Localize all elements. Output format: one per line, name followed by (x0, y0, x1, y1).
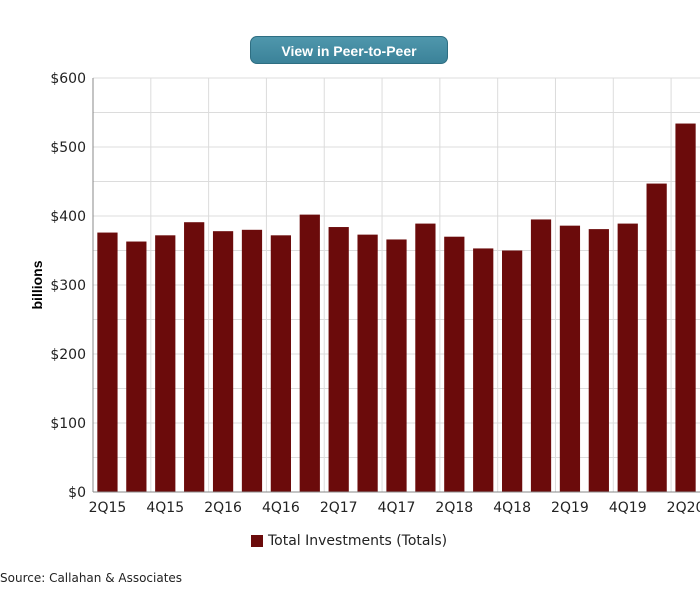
y-tick-label: $100 (50, 416, 86, 432)
y-axis-label: billions (29, 260, 45, 309)
legend-label: Total Investments (Totals) (267, 533, 447, 549)
x-tick-labels: 2Q15 4Q15 2Q16 4Q16 2Q17 4Q17 2Q18 4Q18 2Q19 4Q19… (89, 500, 700, 516)
bar-2Q20 (675, 123, 696, 492)
source-note: Source: Callahan & Associates (0, 571, 183, 585)
x-tick-label: 4Q16 (262, 500, 300, 516)
y-tick-label: $500 (50, 140, 86, 156)
bar-1Q17 (299, 214, 320, 492)
bar-2Q18 (444, 236, 465, 492)
x-tick-label: 2Q15 (89, 500, 127, 516)
x-tick-label: 4Q18 (493, 500, 531, 516)
y-tick-label: $600 (50, 71, 86, 87)
bar-4Q15 (155, 235, 176, 492)
bar-3Q17 (357, 234, 378, 492)
bar-3Q18 (473, 248, 494, 492)
chart-bars (97, 123, 696, 493)
chart-legend: Total Investments (Totals) (251, 533, 447, 549)
x-tick-label: 2Q16 (204, 500, 242, 516)
chart-axes (92, 78, 700, 493)
x-tick-label: 4Q19 (609, 500, 647, 516)
y-tick-label: $200 (50, 347, 86, 363)
legend-swatch (251, 535, 263, 547)
bar-2Q19 (559, 225, 581, 492)
y-tick-label: $400 (50, 209, 86, 225)
y-tick-label: $0 (68, 485, 86, 501)
x-tick-label: 2Q18 (435, 500, 473, 516)
bar-4Q19 (617, 223, 638, 492)
bar-4Q17 (386, 239, 407, 492)
y-tick-label: $300 (50, 278, 86, 294)
y-tick-labels: $0 $100 $200 $300 $400 $500 $600 (50, 71, 86, 501)
bar-4Q16 (270, 235, 291, 492)
bar-1Q16 (184, 222, 205, 492)
bar-1Q19 (530, 219, 552, 492)
x-tick-label: 4Q17 (378, 500, 416, 516)
bar-2Q16 (212, 231, 234, 492)
bar-chart: $0 $100 $200 $300 $400 $500 $600 2Q15 4Q15 2Q16 4… (29, 71, 700, 549)
x-tick-label: 2Q17 (320, 500, 358, 516)
x-tick-label: 2Q20 (667, 500, 700, 516)
bar-1Q20 (646, 183, 667, 492)
bar-3Q19 (588, 229, 609, 493)
bar-4Q18 (502, 250, 523, 492)
bar-3Q16 (241, 229, 263, 493)
x-tick-label: 4Q15 (146, 500, 184, 516)
bar-3Q15 (126, 241, 147, 492)
view-in-peer-to-peer-button[interactable]: View in Peer-to-Peer (250, 36, 448, 64)
x-tick-label: 2Q19 (551, 500, 589, 516)
bar-1Q18 (415, 223, 436, 492)
bar-2Q15 (97, 232, 118, 492)
bar-2Q17 (328, 227, 349, 493)
